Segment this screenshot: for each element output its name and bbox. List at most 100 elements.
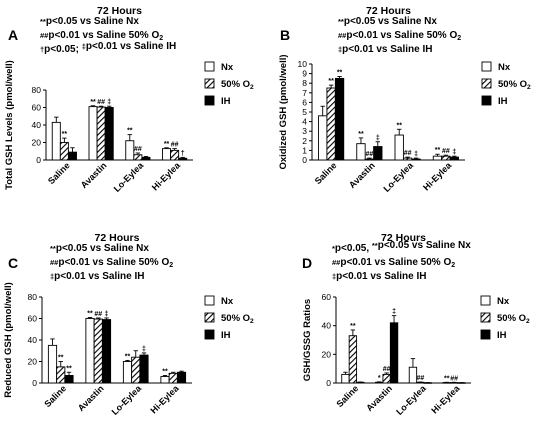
annotation-text: ##p<0.01 vs Saline 50% O2	[338, 30, 461, 42]
bar	[411, 158, 421, 161]
bar	[432, 155, 443, 161]
legend-label: IH	[498, 96, 508, 107]
annotation-text: **p<0.05 vs Saline Nx	[50, 243, 149, 254]
bar	[64, 375, 74, 384]
legend-swatch	[204, 295, 215, 306]
bar	[85, 318, 95, 384]
annotation-text: ##p<0.01 vs Saline 50% O2	[50, 257, 173, 269]
bar	[88, 106, 98, 161]
significance-mark: **	[162, 368, 168, 375]
annotation-text: ##p<0.01 vs Saline 50% O2	[332, 257, 455, 269]
legend-swatch	[204, 78, 215, 89]
bar	[160, 376, 170, 384]
y-tick-label: 20	[322, 349, 332, 359]
panel-label: D	[302, 255, 312, 271]
legend-swatch	[480, 295, 491, 306]
panel-label: B	[280, 27, 290, 43]
y-tick-label: 40	[28, 335, 38, 345]
significance-mark: *	[378, 375, 381, 382]
legend-label: Nx	[221, 296, 234, 307]
legend-swatch	[480, 312, 491, 323]
significance-mark: ##	[97, 99, 105, 106]
bar	[326, 87, 336, 161]
panel-label: A	[8, 27, 18, 43]
y-tick-label: 0	[302, 155, 307, 165]
significance-mark: ##	[404, 150, 412, 157]
significance-mark: ##	[134, 146, 142, 153]
y-axis-label: Total GSH Levels (pmol/well)	[4, 60, 15, 190]
bar	[67, 151, 77, 161]
significance-mark: ##	[171, 142, 179, 149]
y-axis-label: Oxidized GSH (pmol/well)	[278, 54, 289, 169]
significance-mark: †	[181, 150, 185, 157]
significance-mark: ##	[442, 148, 450, 155]
bar	[394, 134, 404, 161]
x-tick-label: Hi-Eylea	[148, 383, 181, 416]
x-tick-label: Avastin	[79, 160, 109, 190]
legend-label: IH	[221, 96, 231, 107]
significance-mark: **	[127, 128, 133, 135]
legend-label: 50% O2	[498, 79, 531, 91]
annotation-text: **p<0.05 vs Saline Nx	[338, 16, 437, 27]
y-tick-label: 80	[28, 292, 38, 302]
legend-swatch	[481, 78, 492, 89]
significance-mark: **	[396, 122, 402, 129]
x-tick-label: Saline	[42, 383, 68, 409]
annotation-text: *p<0.05, **p<0.05 vs Saline Nx	[332, 240, 471, 254]
annotation-text: ‡p<0.01 vs Saline IH	[338, 44, 433, 55]
legend-swatch	[481, 95, 492, 106]
y-tick-label: 40	[32, 120, 42, 130]
x-tick-label: Saline	[334, 383, 360, 409]
significance-mark: **	[164, 141, 170, 148]
legend-label: 50% O2	[221, 79, 254, 91]
bar	[168, 372, 178, 384]
significance-mark: **	[435, 147, 441, 154]
x-tick-label: Hi-Eylea	[421, 160, 454, 193]
y-tick-label: 3	[302, 126, 307, 136]
significance-mark: **	[358, 131, 364, 138]
significance-mark: **	[328, 78, 334, 85]
significance-mark: **	[87, 310, 93, 317]
y-tick-label: 0	[32, 378, 37, 388]
significance-mark: ‡	[376, 135, 380, 142]
bar	[389, 322, 399, 384]
chart-title: 72 Hours	[95, 232, 140, 244]
legend-swatch	[480, 329, 491, 340]
bar	[96, 106, 106, 161]
bar	[47, 344, 58, 384]
bar	[341, 373, 350, 384]
significance-mark: **	[444, 375, 450, 382]
y-tick-label: 20	[32, 138, 42, 148]
bar	[104, 107, 114, 161]
bar	[93, 318, 103, 384]
bar	[176, 371, 187, 384]
bar	[51, 121, 61, 161]
legend-label: Nx	[498, 62, 511, 73]
legend-swatch	[204, 61, 215, 72]
legend-label: Nx	[497, 296, 510, 307]
y-axis-label: Reduced GSH (pmol/well)	[3, 282, 14, 398]
significance-mark: **	[337, 69, 343, 76]
legend-swatch	[204, 312, 215, 323]
bar	[56, 366, 66, 384]
y-tick-label: 60	[28, 314, 38, 324]
panel-label: C	[8, 255, 18, 271]
x-tick-label: Avastin	[364, 383, 394, 413]
y-tick-label: 8	[302, 78, 307, 88]
x-tick-label: Avastin	[347, 160, 377, 190]
legend-label: Nx	[221, 62, 234, 73]
y-tick-label: 80	[32, 85, 42, 95]
significance-mark: ‡	[142, 346, 146, 353]
bar	[133, 154, 143, 161]
y-tick-label: 2	[302, 136, 307, 146]
significance-mark: ‡	[452, 149, 456, 156]
bar	[356, 143, 366, 161]
annotation-text: **p<0.05 vs Saline Nx	[40, 16, 139, 27]
y-tick-label: 20	[28, 357, 38, 367]
significance-mark: ##	[416, 375, 424, 382]
y-tick-label: 10	[298, 59, 308, 69]
chart-panel-d: D 72 Hours*p<0.05, **p<0.05 vs Saline Nx #…	[302, 232, 530, 417]
bar	[348, 335, 358, 384]
annotation-text: ‡p<0.01 vs Saline IH	[50, 271, 145, 282]
